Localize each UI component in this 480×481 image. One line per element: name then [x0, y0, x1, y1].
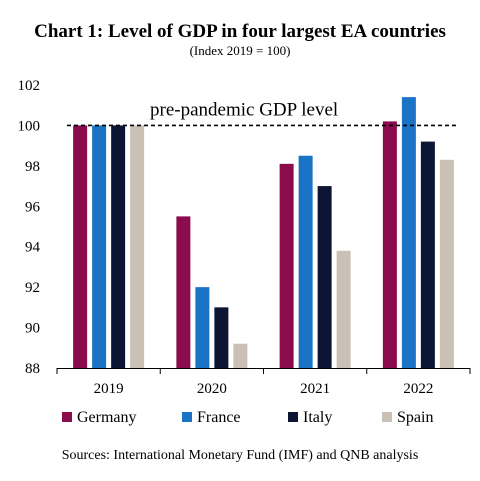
y-tick-label: 102 — [18, 78, 41, 94]
legend-label-italy: Italy — [303, 409, 332, 426]
source-note: Sources: International Monetary Fund (IM… — [61, 448, 419, 463]
x-tick-label: 2021 — [300, 381, 330, 397]
legend-label-spain: Spain — [397, 409, 433, 426]
bar-france-2020 — [195, 287, 210, 368]
x-tick-label: 2019 — [94, 381, 124, 397]
bar-germany-2020 — [176, 216, 191, 368]
bar-spain-2020 — [233, 343, 248, 368]
legend-label-france: France — [197, 409, 241, 426]
y-tick-label: 90 — [25, 321, 40, 337]
bar-spain-2019 — [130, 125, 145, 368]
bar-spain-2022 — [439, 159, 454, 368]
bar-germany-2022 — [382, 121, 397, 368]
legend-swatch-germany — [62, 412, 72, 422]
legend-swatch-france — [182, 412, 192, 422]
chart-subtitle: (Index 2019 = 100) — [189, 43, 291, 58]
bar-france-2021 — [298, 155, 313, 368]
bar-germany-2021 — [279, 163, 294, 368]
x-tick-label: 2020 — [197, 381, 227, 397]
reference-line-label: pre-pandemic GDP level — [150, 99, 338, 120]
y-tick-label: 94 — [25, 240, 41, 256]
bar-italy-2020 — [214, 307, 229, 368]
y-tick-label: 98 — [25, 159, 40, 175]
bar-germany-2019 — [73, 125, 88, 368]
bar-spain-2021 — [336, 250, 351, 368]
legend-label-germany: Germany — [77, 409, 137, 426]
legend-swatch-italy — [288, 412, 298, 422]
y-tick-label: 92 — [25, 280, 40, 296]
y-tick-label: 96 — [25, 199, 41, 215]
bar-italy-2022 — [420, 141, 435, 368]
chart-title: Chart 1: Level of GDP in four largest EA… — [34, 21, 446, 42]
bar-france-2022 — [401, 97, 416, 368]
bar-italy-2019 — [111, 125, 126, 368]
y-tick-label: 100 — [18, 118, 41, 134]
y-tick-label: 88 — [25, 361, 40, 377]
bar-france-2019 — [92, 125, 107, 368]
legend-swatch-spain — [382, 412, 392, 422]
x-tick-label: 2022 — [403, 381, 433, 397]
bar-italy-2021 — [317, 186, 332, 368]
